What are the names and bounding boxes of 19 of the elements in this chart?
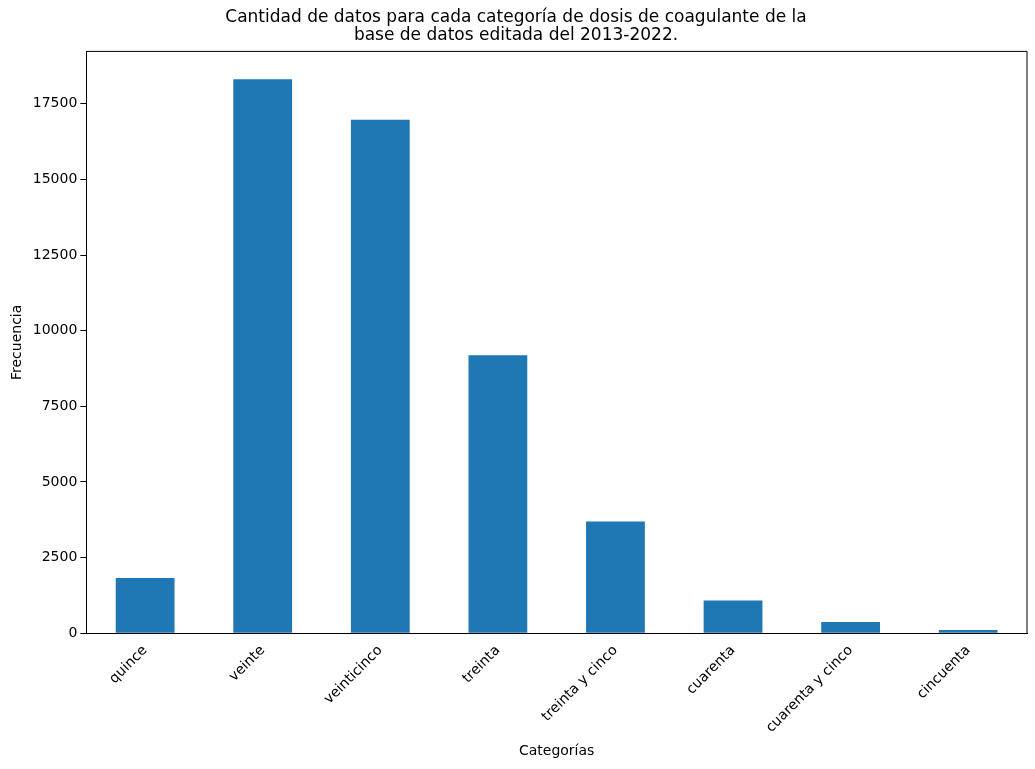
y-tick-label: 7500 [41,396,78,413]
y-tick-label: 17500 [32,94,78,111]
y-tick-label: 10000 [32,321,78,338]
bar [703,600,763,633]
bar [586,521,645,633]
y-axis-title: Frecuencia [8,304,25,380]
y-tick-label: 5000 [41,472,78,489]
x-axis-title: Categorías [518,742,595,759]
bar [233,79,293,633]
y-tick-label: 15000 [32,170,78,187]
bar [821,621,881,633]
chart-title: Cantidad de datos para cada categoría de dosis de coagulante de la base de datos editada del 2013-2022. [225,5,807,45]
bar [350,119,410,633]
bar [938,629,998,633]
y-tick-label: 12500 [32,245,78,262]
bar [115,577,175,633]
bar [468,355,528,633]
y-tick-label: 0 [68,623,78,640]
y-tick-label: 2500 [41,548,78,565]
